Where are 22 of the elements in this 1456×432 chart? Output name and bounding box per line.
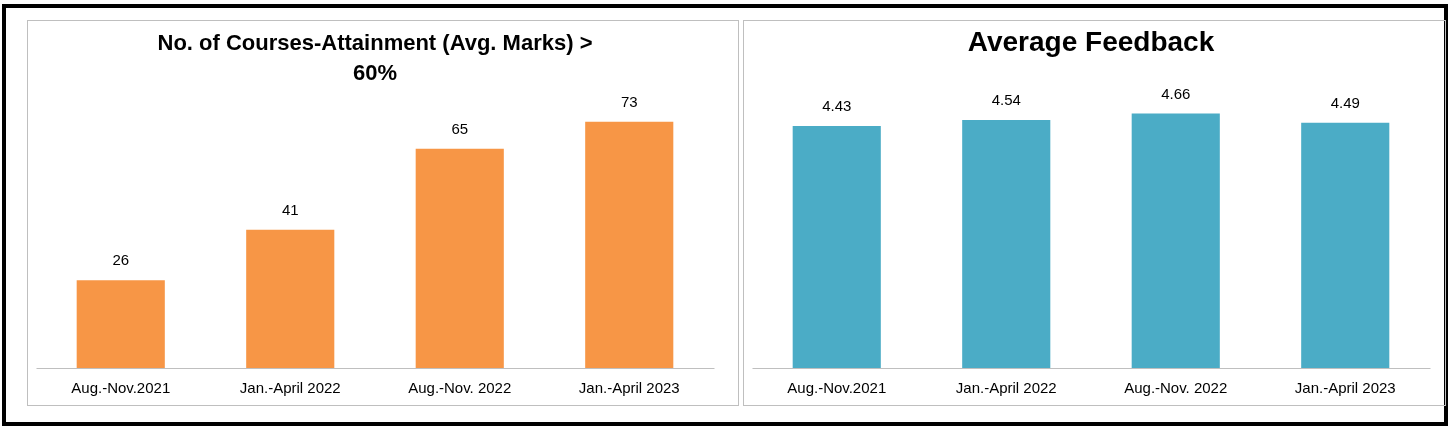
x-tick-label: Aug.-Nov.2021 — [71, 378, 171, 396]
data-label: 4.54 — [991, 91, 1021, 109]
data-label: 26 — [112, 251, 130, 269]
x-tick-label: Jan.-April 2022 — [955, 378, 1057, 396]
x-tick-label: Aug.-Nov. 2022 — [408, 378, 512, 396]
bar — [585, 121, 674, 368]
data-label: 4.49 — [1330, 93, 1360, 111]
data-label: 4.66 — [1161, 84, 1191, 102]
x-tick-label: Jan.-April 2022 — [239, 378, 341, 396]
x-tick-label: Jan.-April 2023 — [578, 378, 680, 396]
bar — [246, 229, 335, 368]
bar — [76, 280, 165, 368]
data-label: 73 — [620, 92, 638, 110]
x-tick-label: Jan.-April 2023 — [1294, 378, 1396, 396]
x-tick-label: Aug.-Nov. 2022 — [1124, 378, 1228, 396]
chart-title: Average Feedback — [967, 25, 1215, 57]
x-tick-label: Aug.-Nov.2021 — [787, 378, 887, 396]
data-label: 4.43 — [822, 97, 852, 115]
data-label: 41 — [281, 200, 299, 218]
bar — [415, 148, 504, 368]
data-label: 65 — [451, 119, 469, 137]
chart-title: No. of Courses-Attainment (Avg. Marks) > 60% — [157, 29, 593, 85]
